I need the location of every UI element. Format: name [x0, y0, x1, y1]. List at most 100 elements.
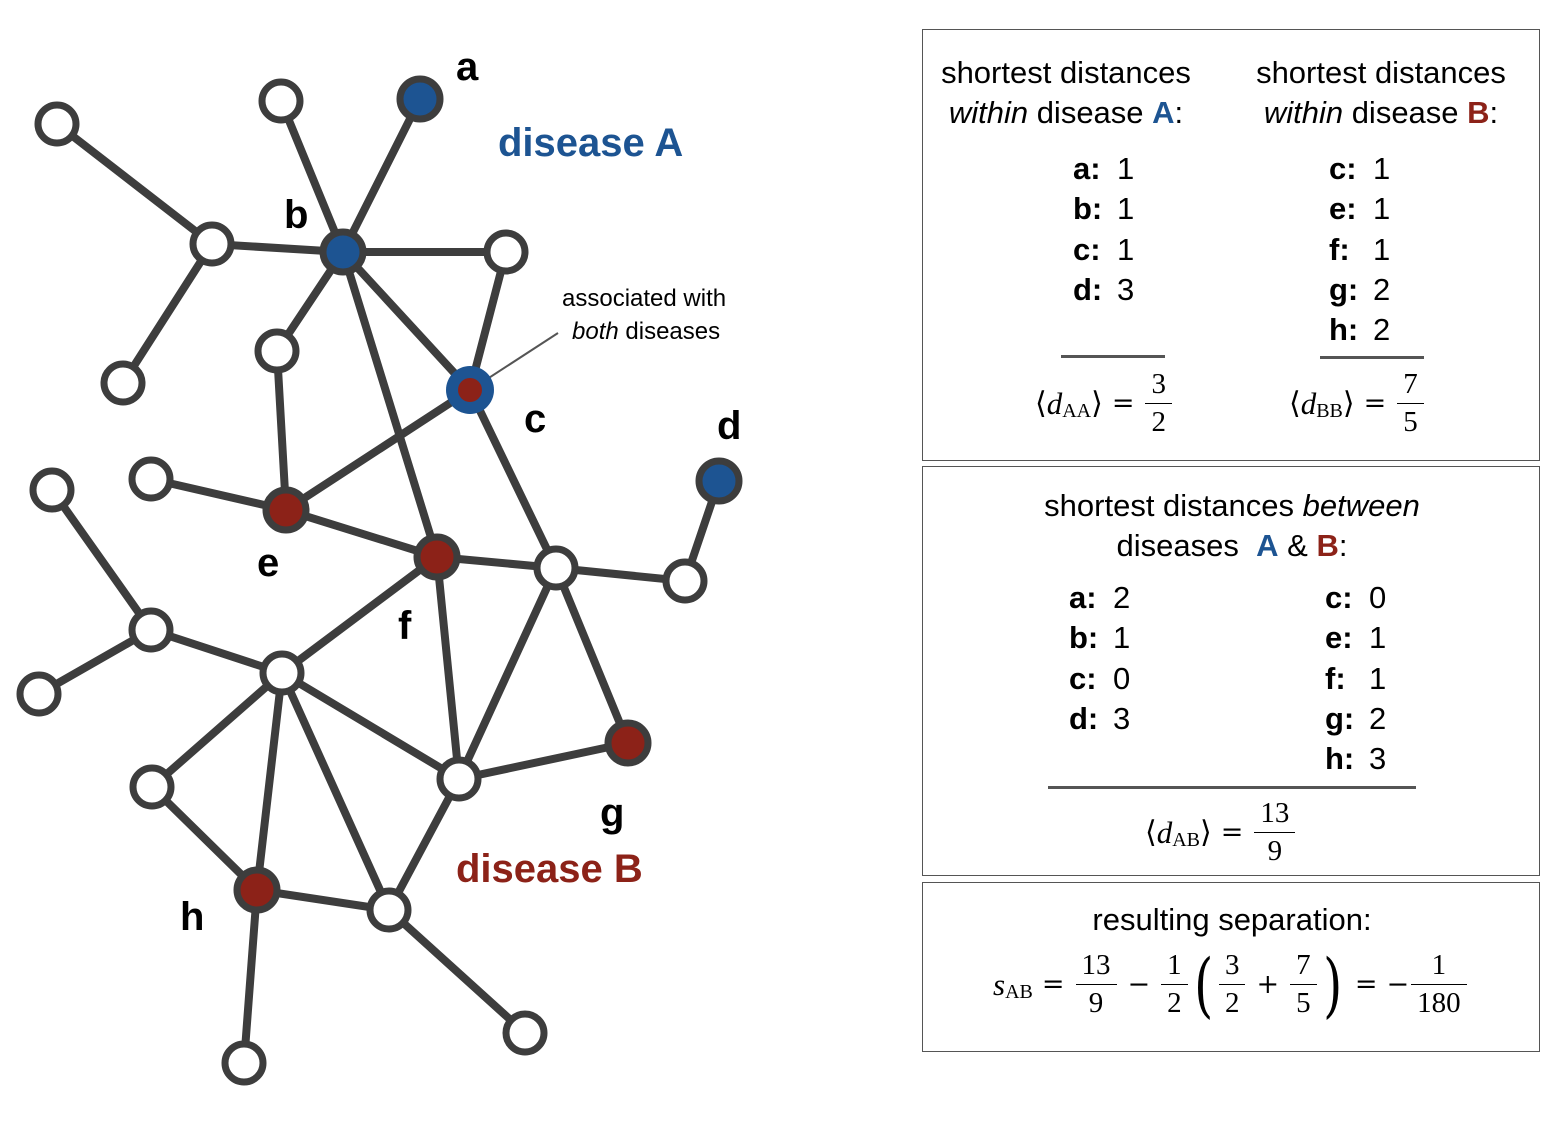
edge: [53, 120, 216, 248]
dist-value: 1: [1117, 231, 1135, 267]
node-h-disease-b: [233, 866, 281, 914]
dist-key: c:: [1069, 660, 1097, 696]
edge: [433, 553, 463, 783]
network-node: [189, 221, 235, 267]
between-header-line2: diseases A & B:: [923, 526, 1541, 566]
between-header-text: shortest distances: [1044, 488, 1303, 523]
dist-key: b:: [1073, 191, 1103, 227]
dist-row: h: 3: [1325, 739, 1386, 779]
mean-symbol: d: [1300, 385, 1317, 421]
angle-open: ⟨: [1289, 386, 1301, 421]
node-label-e: e: [257, 541, 279, 585]
network-node: [128, 456, 174, 502]
dist-key: d:: [1069, 700, 1099, 736]
dist-value: 0: [1369, 580, 1387, 615]
fraction-denominator: 9: [1254, 832, 1296, 868]
dist-row: b: 1: [1069, 618, 1130, 658]
between-colon: :: [1338, 528, 1348, 563]
edge: [148, 783, 261, 894]
between-distances-panel: shortest distances between diseases A & …: [922, 466, 1540, 876]
edge: [148, 669, 286, 791]
mean-symbol: d: [1046, 385, 1063, 421]
network-nodes: [16, 75, 743, 1086]
dist-row: d: 3: [1073, 270, 1134, 310]
between-list-a: a: 2 b: 1 c: 0 d: 3: [1069, 578, 1130, 739]
within-b-italic: within: [1263, 95, 1344, 130]
node-c-inner: [458, 378, 482, 402]
edge: [282, 506, 441, 561]
equals-sign: =: [1111, 388, 1135, 419]
edge: [147, 626, 286, 677]
network-node: [483, 229, 529, 275]
node-label-b: b: [284, 193, 308, 237]
dist-key: c:: [1073, 231, 1101, 267]
fraction-denominator: 9: [1075, 984, 1117, 1020]
dist-key: h:: [1329, 312, 1359, 348]
annotation-pointer: [477, 332, 559, 386]
sep-symbol: s: [993, 966, 1006, 1002]
paren-close: ): [1322, 943, 1342, 1026]
mean-subscript: AB: [1172, 829, 1201, 851]
fraction-numerator: 13: [1081, 949, 1111, 981]
dist-value: 3: [1369, 741, 1387, 777]
angle-close: ⟩: [1200, 815, 1212, 850]
network-node: [221, 1040, 267, 1086]
dist-key: h:: [1325, 741, 1355, 777]
network-node: [258, 78, 304, 124]
node-label-h: h: [180, 895, 204, 939]
annotation-line-1: associated with: [562, 285, 726, 312]
minus-sign: −: [1127, 969, 1151, 1000]
dist-value: 1: [1369, 660, 1387, 696]
dist-value: 1: [1373, 231, 1391, 267]
edge: [466, 386, 560, 572]
edge: [282, 386, 474, 514]
dist-value: 2: [1369, 700, 1387, 736]
paren-open: (: [1193, 943, 1213, 1026]
within-a-header-line1: shortest distances: [941, 55, 1191, 90]
between-disease-b: B: [1316, 528, 1339, 563]
edge: [455, 739, 632, 783]
fraction-denominator: 2: [1161, 984, 1188, 1020]
network-node: [34, 101, 80, 147]
dist-row: c: 1: [1329, 149, 1390, 189]
between-amp: &: [1278, 528, 1317, 563]
between-disease-a: A: [1256, 528, 1279, 563]
within-a-rule: [1061, 355, 1165, 358]
node-label-g: g: [600, 791, 624, 835]
dist-value: 3: [1113, 700, 1131, 736]
edge: [119, 240, 216, 387]
network-node: [100, 360, 146, 406]
within-a-list: a: 1 b: 1 c: 1 d: 3: [1073, 149, 1134, 310]
fraction-numerator: 7: [1296, 949, 1311, 981]
dist-value: 0: [1113, 660, 1131, 696]
within-b-header: shortest distances within disease B:: [1243, 53, 1519, 133]
edge: [48, 486, 155, 634]
within-b-disease: B: [1467, 95, 1490, 130]
dist-key: e:: [1329, 191, 1357, 227]
network-node: [436, 756, 482, 802]
within-a-header-line2: within disease A:: [931, 93, 1201, 133]
fraction-denominator: 2: [1145, 403, 1172, 439]
edge: [385, 906, 529, 1037]
between-diseases-word: diseases: [1116, 528, 1239, 563]
angle-close: ⟩: [1091, 386, 1103, 421]
node-label-d: d: [717, 404, 741, 448]
mean-subscript: AA: [1062, 400, 1092, 422]
fraction-numerator: 3: [1224, 949, 1240, 981]
edge: [339, 248, 474, 394]
dist-key: e:: [1325, 620, 1353, 656]
node-g-disease-b: [604, 719, 652, 767]
edge: [273, 347, 290, 514]
annotation-rest: diseases: [619, 318, 720, 345]
negative-sign: −: [1386, 969, 1410, 1000]
mean-symbol: d: [1156, 814, 1173, 850]
dist-row: d: 3: [1069, 699, 1130, 739]
network-node: [128, 607, 174, 653]
within-a-mean: ⟨ d AA ⟩ = 3 2: [1035, 368, 1174, 439]
edge: [339, 95, 424, 256]
